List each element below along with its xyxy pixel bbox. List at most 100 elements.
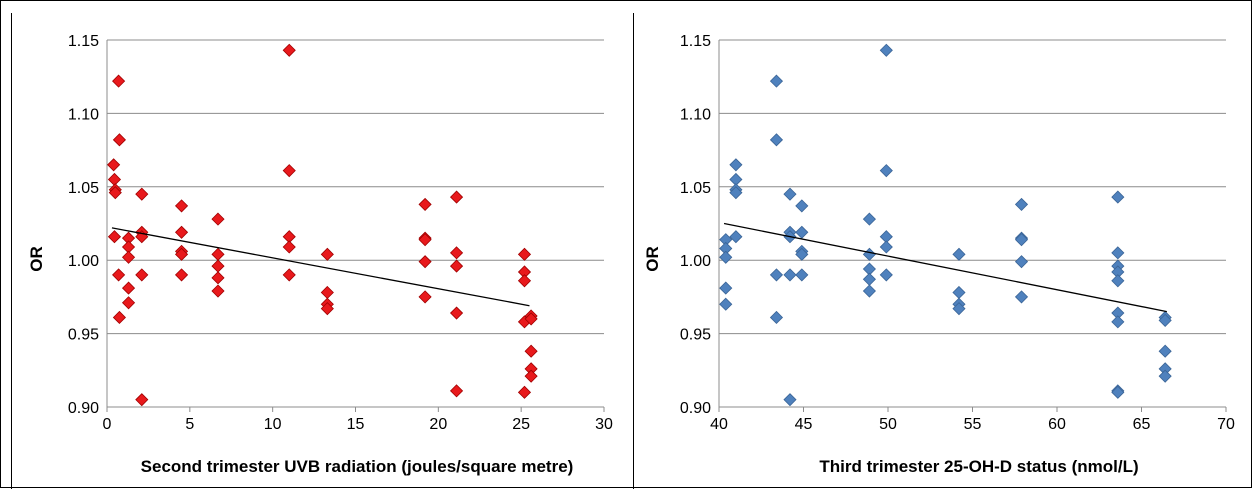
data-point <box>524 312 538 326</box>
x-tick-label: 15 <box>347 416 365 433</box>
data-point <box>952 285 966 300</box>
data-point <box>719 281 733 295</box>
data-point <box>211 271 225 285</box>
axes <box>106 40 605 412</box>
data-point <box>1111 274 1125 288</box>
x-tick-labels: 0 5 10 15 20 25 30 <box>103 416 613 433</box>
y-axis-title: OR <box>643 246 662 272</box>
data-point <box>862 212 876 226</box>
data-point <box>1014 255 1029 269</box>
data-point <box>282 240 296 254</box>
data-point <box>449 384 464 398</box>
data-point <box>524 344 538 358</box>
data-point <box>1111 315 1125 329</box>
x-tick-label: 10 <box>264 416 282 433</box>
data-point <box>1014 233 1029 247</box>
data-point <box>1014 197 1029 211</box>
data-point <box>211 212 225 226</box>
data-point <box>112 74 126 88</box>
data-point <box>211 284 225 298</box>
x-tick-label: 65 <box>1133 416 1151 433</box>
data-point <box>879 268 893 282</box>
x-axis-title: Third trimester 25-OH-D status (nmol/L) <box>819 457 1138 476</box>
data-point <box>135 393 149 407</box>
data-point <box>1014 290 1029 304</box>
y-tick-label: 0.95 <box>680 327 711 344</box>
y-tick-label: 0.95 <box>68 327 99 344</box>
data-point <box>449 246 464 260</box>
y-tick-label: 0.90 <box>68 400 99 417</box>
data-point <box>862 247 876 261</box>
data-point <box>1158 313 1172 327</box>
y-tick-label: 1.10 <box>680 106 711 123</box>
data-point <box>418 233 432 247</box>
x-tick-labels: 40 45 50 55 60 65 70 <box>710 416 1235 433</box>
data-point <box>719 250 733 264</box>
trendline-group <box>723 222 1167 313</box>
data-point <box>769 74 784 88</box>
data-point <box>320 302 334 316</box>
scatter-chart-25ohd: 0.900.951.001.051.101.15 40 45 50 55 60 65 70 … <box>643 33 1235 476</box>
x-tick-label: 40 <box>710 416 728 433</box>
y-tick-label: 1.00 <box>680 253 711 270</box>
data-point <box>282 268 296 282</box>
y-tick-labels: 0.90 0.95 1.00 1.05 1.10 1.15 <box>68 33 99 417</box>
trendline <box>111 227 530 307</box>
data-point <box>112 268 126 282</box>
data-point <box>879 43 893 57</box>
data-point <box>795 199 809 213</box>
grid-lines <box>719 39 1226 408</box>
data-point <box>783 393 797 407</box>
data-point <box>320 285 334 300</box>
chart-panel-uvb: 0.90 0.95 1.00 1.05 1.10 1.15 0 5 10 15 20 25 30 OR… <box>11 13 632 489</box>
data-point <box>418 255 432 269</box>
axes <box>718 40 1227 412</box>
data-point <box>282 164 296 178</box>
data-point <box>952 247 966 261</box>
data-point <box>783 187 797 201</box>
data-point <box>112 133 126 147</box>
data-point <box>1111 190 1125 204</box>
data-point <box>769 310 784 325</box>
data-point <box>121 250 136 264</box>
x-tick-label: 25 <box>512 416 530 433</box>
data-point <box>107 172 122 187</box>
x-tick-label: 70 <box>1217 416 1235 433</box>
data-point <box>449 259 464 273</box>
x-tick-label: 0 <box>103 416 112 433</box>
data-point <box>795 247 809 261</box>
y-tick-label: 1.15 <box>680 33 711 50</box>
data-point <box>211 259 225 273</box>
y-tick-label: 1.05 <box>680 180 711 197</box>
data-point <box>879 164 893 178</box>
data-point <box>121 296 136 310</box>
data-point <box>952 302 966 316</box>
x-tick-label: 30 <box>595 416 613 433</box>
data-point <box>135 268 149 282</box>
x-tick-label: 55 <box>964 416 982 433</box>
data-point <box>1158 369 1172 383</box>
data-point <box>174 268 189 282</box>
y-tick-label: 1.00 <box>68 253 99 270</box>
data-points <box>107 43 538 407</box>
data-point <box>862 272 876 286</box>
data-point <box>449 190 464 204</box>
data-point <box>112 310 126 325</box>
data-point <box>729 186 743 200</box>
data-point <box>795 225 809 239</box>
data-point <box>719 297 733 311</box>
data-point <box>107 158 121 172</box>
data-point <box>862 284 876 298</box>
data-point <box>729 158 743 172</box>
data-point <box>769 268 784 282</box>
y-tick-label: 1.05 <box>68 180 99 197</box>
trendline <box>723 222 1167 313</box>
x-tick-label: 20 <box>429 416 447 433</box>
data-point <box>517 385 532 399</box>
data-point <box>524 369 538 383</box>
data-point <box>769 133 784 147</box>
data-point <box>879 240 893 254</box>
data-point <box>320 247 334 261</box>
data-point <box>729 230 743 244</box>
data-point <box>1158 344 1172 358</box>
